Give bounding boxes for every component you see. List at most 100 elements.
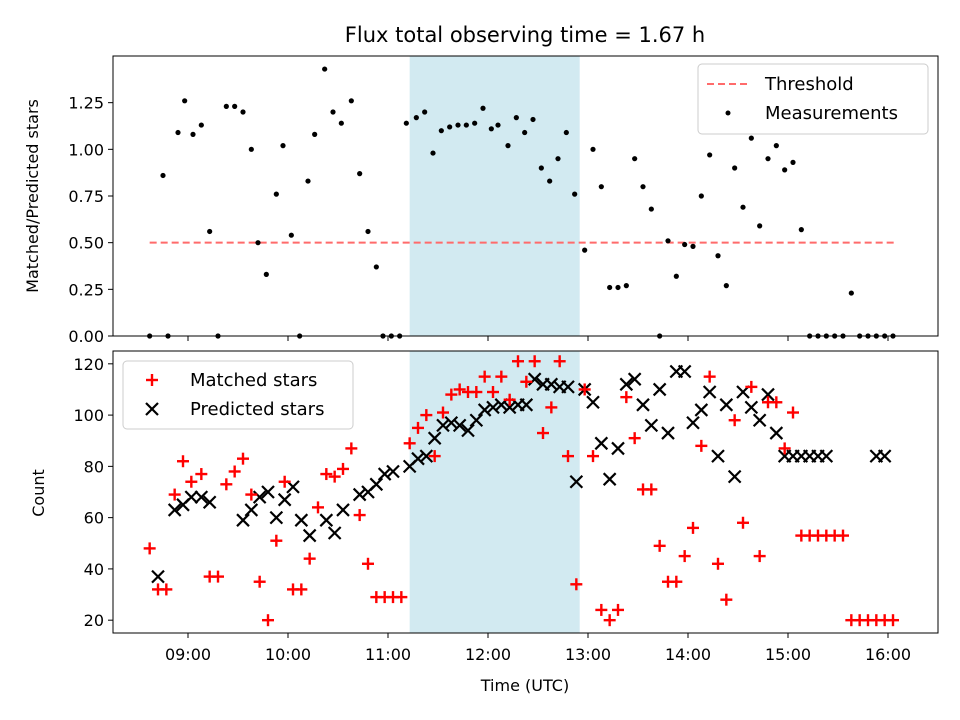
matched-star-point: [228, 465, 241, 478]
matched-star-point: [428, 450, 441, 463]
top-axes-frame: [112, 55, 939, 337]
measurement-point: [547, 178, 553, 184]
predicted-star-stroke: [286, 480, 300, 494]
predicted-star-stroke: [569, 474, 584, 489]
predicted-star-point: [452, 418, 467, 433]
x-tick-label: 12:00: [465, 645, 511, 664]
measurement-point: [322, 66, 328, 72]
matched-star-point: [653, 539, 666, 552]
predicted-star-point: [686, 416, 700, 430]
matched-star-point: [487, 386, 499, 399]
measurement-point: [773, 143, 779, 149]
bottom-axes-frame: [112, 350, 939, 634]
x-tick-label: 09:00: [165, 645, 211, 664]
legend-matched-label: Matched stars: [190, 370, 317, 391]
y-axis-label-top: Matched/Predicted stars: [23, 99, 42, 293]
y-tick-label-bottom: 120: [73, 355, 104, 374]
measurement-point: [782, 167, 788, 173]
measurement-point: [607, 284, 613, 291]
measurement-point: [522, 129, 528, 136]
predicted-star-point: [877, 449, 892, 463]
predicted-star-point: [167, 503, 182, 517]
matched-star-point: [678, 550, 691, 563]
matched-star-point: [595, 603, 608, 616]
x-tick-label: 11:00: [365, 645, 411, 664]
predicted-star-stroke: [686, 416, 700, 430]
matched-star-point: [470, 386, 483, 399]
predicted-star-point: [411, 451, 425, 466]
shaded-region-bottom: [409, 351, 580, 633]
predicted-star-stroke: [502, 400, 517, 415]
predicted-points: [151, 364, 892, 584]
predicted-star-stroke: [452, 418, 467, 433]
legend-measurements-label: Measurements: [765, 103, 898, 124]
measurement-point: [223, 103, 229, 109]
measurement-point: [160, 172, 166, 179]
measurement-point: [480, 105, 486, 111]
measurement-point: [373, 264, 379, 270]
measurement-point: [330, 109, 336, 115]
measurement-point: [665, 238, 671, 244]
predicted-star-stroke: [469, 413, 484, 427]
matched-star-point: [395, 591, 408, 604]
predicted-star-point: [661, 426, 675, 440]
matched-star-point: [645, 483, 658, 496]
measurement-point: [472, 120, 478, 126]
measurement-point: [232, 103, 238, 109]
predicted-star-stroke: [544, 377, 559, 392]
predicted-star-point: [594, 436, 609, 451]
matched-star-point: [303, 552, 316, 565]
predicted-star-point: [202, 495, 217, 510]
matched-star-point: [237, 452, 249, 465]
predicted-star-stroke: [769, 426, 784, 440]
predicted-star-stroke: [436, 418, 450, 433]
predicted-star-stroke: [151, 569, 165, 584]
measurement-point: [555, 156, 561, 162]
measurement-point: [263, 271, 269, 277]
measurement-point: [690, 243, 696, 249]
predicted-star-point: [336, 503, 350, 517]
measurement-point: [740, 204, 746, 210]
predicted-star-stroke: [294, 513, 309, 527]
y-tick-label-bottom: 100: [73, 406, 104, 425]
measurement-point: [538, 165, 544, 171]
predicted-star-point: [619, 377, 634, 392]
x-ticks-bottom: 09:00 10:00 11:00 12:00 13:00 14:00 15:00 16:00: [165, 633, 911, 664]
predicted-star-stroke: [202, 495, 217, 510]
matched-star-point: [453, 383, 466, 396]
x-tick-label: 14:00: [665, 645, 711, 664]
matched-star-point: [720, 593, 733, 606]
measurement-point: [563, 129, 569, 136]
matched-star-point: [728, 414, 741, 427]
predicted-star-point: [194, 490, 209, 504]
x-tick-label: 10:00: [265, 645, 311, 664]
x-ticks-top: [187, 336, 889, 341]
matched-star-point: [612, 603, 624, 616]
measurement-point: [513, 115, 519, 121]
predicted-star-point: [502, 400, 517, 415]
predicted-star-point: [569, 474, 584, 489]
predicted-star-stroke: [527, 372, 542, 386]
legend-measurements-swatch: [725, 110, 731, 116]
predicted-star-point: [236, 513, 250, 527]
predicted-star-point: [386, 464, 400, 479]
predicted-star-point: [719, 398, 734, 412]
matched-star-point: [185, 475, 198, 488]
predicted-star-stroke: [184, 490, 199, 504]
measurement-point: [623, 283, 629, 289]
predicted-star-stroke: [752, 413, 767, 427]
predicted-star-stroke: [194, 490, 209, 504]
predicted-star-point: [427, 431, 442, 445]
predicted-star-point: [302, 528, 317, 543]
predicted-star-point: [327, 526, 342, 540]
matched-star-point: [620, 391, 633, 404]
matched-star-point: [578, 383, 591, 396]
bottom-panel: 20 40 60 80 100 120 09:00 10:00 11:00 12:00 13:00…: [29, 350, 939, 695]
predicted-star-point: [544, 377, 559, 392]
measurement-point: [273, 191, 279, 197]
predicted-star-point: [319, 513, 334, 527]
predicted-star-stroke: [761, 387, 775, 402]
matched-star-point: [345, 442, 358, 455]
predicted-star-point: [477, 403, 492, 417]
measurement-point: [640, 184, 646, 190]
